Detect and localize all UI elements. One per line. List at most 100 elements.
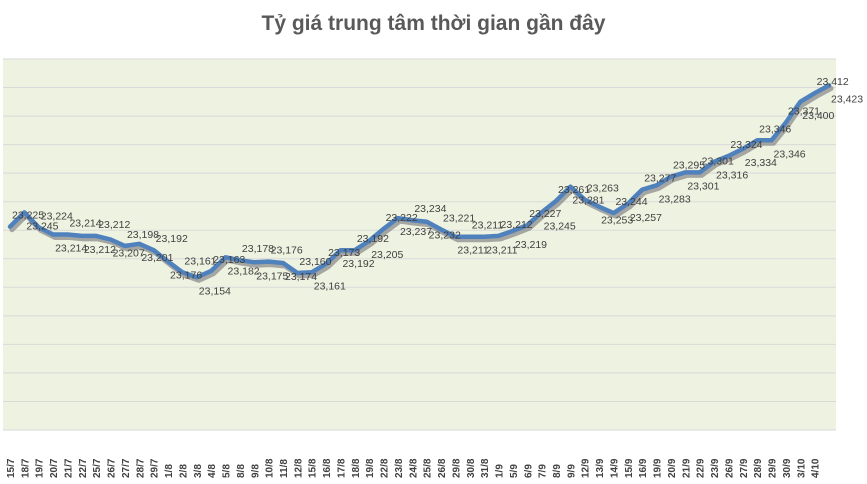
- x-tick-label: 15/8: [308, 458, 319, 478]
- x-tick-label: 16/9: [638, 458, 649, 478]
- x-tick-label: 3/8: [193, 464, 204, 478]
- x-tick-label: 1/9: [495, 464, 506, 478]
- data-label: 23,245: [26, 220, 58, 232]
- data-labels: 23,22523,24523,22423,21423,21423,21223,2…: [12, 76, 863, 297]
- x-tick-label: 29/7: [150, 458, 161, 478]
- data-label: 23,346: [759, 123, 791, 135]
- x-tick-label: 30/8: [466, 458, 477, 478]
- data-label: 23,225: [12, 210, 44, 222]
- x-tick-label: 24/8: [408, 458, 419, 478]
- series-line: [7, 83, 832, 280]
- data-label: 23,174: [285, 271, 317, 283]
- data-label: 23,423: [831, 93, 863, 105]
- x-tick-label: 30/9: [782, 458, 793, 478]
- x-tick-label: 8/8: [236, 464, 247, 478]
- x-tick-label: 5/8: [222, 464, 233, 478]
- data-label: 23,371: [788, 105, 820, 117]
- x-tick-label: 1/8: [164, 464, 175, 478]
- data-label: 23,205: [371, 249, 403, 261]
- data-label: 23,245: [544, 220, 576, 232]
- x-tick-label: 29/8: [451, 458, 462, 478]
- data-label: 23,324: [730, 139, 762, 151]
- data-label: 23,214: [55, 243, 87, 255]
- data-label: 23,221: [443, 213, 475, 225]
- data-label: 23,161: [184, 255, 216, 267]
- x-tick-label: 15/9: [624, 458, 635, 478]
- data-label: 23,222: [386, 212, 418, 224]
- x-tick-label: 26/8: [437, 458, 448, 478]
- data-label: 23,214: [69, 218, 101, 230]
- data-label: 23,161: [314, 280, 346, 292]
- x-tick-label: 19/7: [35, 458, 46, 478]
- x-tick-label: 16/8: [322, 458, 333, 478]
- x-tick-label: 10/8: [265, 458, 276, 478]
- x-tick-label: 26/9: [724, 458, 735, 478]
- data-label: 23,192: [357, 233, 389, 245]
- data-label: 23,261: [558, 184, 590, 196]
- data-label: 23,244: [615, 196, 647, 208]
- data-label: 23,316: [716, 170, 748, 182]
- data-label: 23,295: [673, 160, 705, 172]
- data-label: 23,301: [702, 155, 734, 167]
- x-tick-label: 15/7: [6, 458, 17, 478]
- x-tick-label: 22/9: [696, 458, 707, 478]
- x-tick-label: 9/9: [566, 464, 577, 478]
- data-label: 23,301: [687, 180, 719, 192]
- data-label: 23,201: [141, 252, 173, 264]
- x-tick-label: 22/8: [380, 458, 391, 478]
- x-axis-ticks: 15/7 18/7 19/7 20/7 21/7 22/7 25/7 26/7 27/7 28/7…: [6, 458, 822, 478]
- data-label: 23,173: [328, 247, 360, 259]
- x-tick-label: 3/10: [796, 458, 807, 478]
- x-tick-label: 21/7: [63, 458, 74, 478]
- x-tick-label: 25/7: [92, 458, 103, 478]
- gridlines: [3, 58, 836, 431]
- x-tick-label: 12/9: [581, 458, 592, 478]
- x-tick-label: 25/8: [423, 458, 434, 478]
- x-tick-label: 12/8: [293, 458, 304, 478]
- x-tick-label: 4/8: [207, 464, 218, 478]
- x-tick-label: 4/10: [811, 458, 822, 478]
- x-tick-label: 2/8: [178, 464, 189, 478]
- data-label: 23,281: [572, 195, 604, 207]
- data-label: 23,192: [156, 233, 188, 245]
- data-label: 23,176: [271, 245, 303, 257]
- data-label: 23,207: [113, 248, 145, 260]
- x-tick-label: 23/8: [394, 458, 405, 478]
- x-tick-label: 18/7: [20, 458, 31, 478]
- x-tick-label: 5/9: [509, 464, 520, 478]
- chart-title: Tỷ giá trung tâm thời gian gần đây: [261, 12, 606, 35]
- x-tick-label: 19/8: [365, 458, 376, 478]
- x-tick-label: 21/9: [681, 458, 692, 478]
- data-label: 23,212: [98, 219, 130, 231]
- x-tick-label: 29/9: [768, 458, 779, 478]
- data-label: 23,346: [774, 148, 806, 160]
- x-tick-label: 13/9: [595, 458, 606, 478]
- x-tick-label: 19/9: [653, 458, 664, 478]
- x-tick-label: 8/9: [552, 464, 563, 478]
- x-tick-label: 6/9: [523, 464, 534, 478]
- x-tick-label: 23/9: [710, 458, 721, 478]
- data-label: 23,211: [457, 245, 488, 257]
- data-label: 23,227: [529, 208, 561, 220]
- x-tick-label: 27/7: [121, 458, 132, 478]
- x-tick-label: 20/7: [49, 458, 60, 478]
- data-label: 23,160: [299, 256, 331, 268]
- data-label: 23,212: [501, 219, 533, 231]
- data-label: 23,176: [170, 270, 202, 282]
- x-tick-label: 17/8: [336, 458, 347, 478]
- x-tick-label: 26/7: [107, 458, 118, 478]
- x-tick-label: 22/7: [78, 458, 89, 478]
- x-tick-label: 20/9: [667, 458, 678, 478]
- series-line-path: [7, 83, 832, 280]
- x-tick-label: 9/8: [250, 464, 261, 478]
- data-label: 23,412: [817, 76, 849, 88]
- data-label: 23,211: [472, 220, 503, 232]
- data-label: 23,253: [601, 215, 633, 227]
- data-label: 23,212: [84, 244, 116, 256]
- data-label: 23,234: [414, 203, 446, 215]
- x-tick-label: 28/7: [135, 458, 146, 478]
- data-label: 23,192: [342, 258, 374, 270]
- x-tick-label: 14/9: [609, 458, 620, 478]
